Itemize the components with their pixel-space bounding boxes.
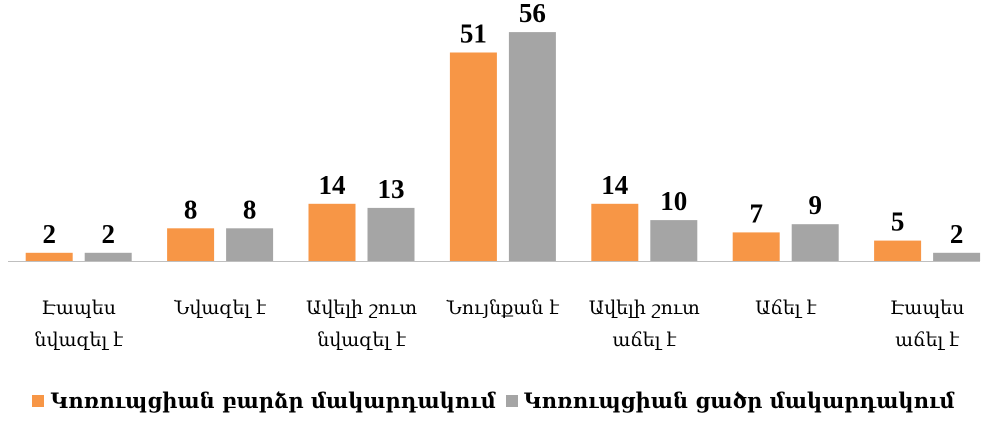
bars-group xyxy=(25,32,981,261)
category-label-5: Աճել է xyxy=(755,297,817,319)
bar-s0-c5 xyxy=(732,232,780,261)
value-label-s1-c0: 2 xyxy=(101,219,115,249)
category-label-1-line-0: Նվազել է xyxy=(173,297,266,319)
bar-s0-c4 xyxy=(591,203,639,261)
bar-s0-c2 xyxy=(308,203,356,261)
value-label-s1-c5: 9 xyxy=(808,190,822,220)
value-label-s0-c2: 14 xyxy=(319,170,346,200)
category-label-6: Էապես աճել է xyxy=(890,297,965,351)
category-label-3-line-0: Նույնքան է xyxy=(446,297,560,319)
category-label-4: Ավելի շուտ աճել է xyxy=(589,297,700,351)
category-label-6-line-1: աճել է xyxy=(895,329,959,351)
legend-item-high: Կոռուպցիան բարձր մակարդակում xyxy=(32,388,496,413)
category-label-5-line-0: Աճել է xyxy=(755,297,817,319)
value-label-s1-c3: 56 xyxy=(519,0,546,28)
bar-s1-c4 xyxy=(650,220,698,261)
category-label-2-line-1: նվազել է xyxy=(317,329,406,351)
legend-label-low: Կոռուպցիան ցածր մակարդակում xyxy=(523,388,955,413)
bar-s0-c0 xyxy=(25,252,73,261)
category-label-0-line-0: Էապես xyxy=(41,297,116,319)
category-label-4-line-0: Ավելի շուտ xyxy=(589,297,700,319)
value-label-s0-c5: 7 xyxy=(749,198,763,228)
bar-s0-c1 xyxy=(167,228,215,261)
value-label-s0-c3: 51 xyxy=(460,19,487,49)
value-label-s1-c2: 13 xyxy=(378,174,405,204)
bar-s1-c2 xyxy=(367,207,415,261)
value-label-s0-c6: 5 xyxy=(891,207,905,237)
value-label-s1-c4: 10 xyxy=(660,186,687,216)
legend-swatch-low xyxy=(505,394,518,407)
bar-chart: 2 2 8 8 14 13 51 56 14 10 7 9 5 2 Էապես նվազել է Նվազել… xyxy=(8,0,981,351)
value-label-s0-c0: 2 xyxy=(42,219,56,249)
bar-s1-c1 xyxy=(226,228,274,261)
bar-s0-c3 xyxy=(449,52,497,261)
value-label-s0-c1: 8 xyxy=(184,194,198,224)
category-labels-group: Էապես նվազել է Նվազել է Ավելի շուտ նվազել է Ն… xyxy=(34,297,964,351)
value-label-s1-c1: 8 xyxy=(243,194,257,224)
category-label-3: Նույնքան է xyxy=(446,297,560,319)
category-label-0-line-1: նվազել է xyxy=(34,329,123,351)
legend-label-high: Կոռուպցիան բարձր մակարդակում xyxy=(50,388,496,413)
legend-swatch-high xyxy=(32,394,45,407)
value-labels-group: 2 2 8 8 14 13 51 56 14 10 7 9 5 2 xyxy=(42,0,963,249)
category-label-2: Ավելի շուտ նվազել է xyxy=(306,297,417,351)
legend: Կոռուպցիան բարձր մակարդակում Կոռուպցիան … xyxy=(0,388,987,413)
category-label-2-line-0: Ավելի շուտ xyxy=(306,297,417,319)
value-label-s0-c4: 14 xyxy=(601,170,628,200)
category-label-0: Էապես նվազել է xyxy=(34,297,123,351)
category-label-6-line-0: Էապես xyxy=(890,297,965,319)
value-label-s1-c6: 2 xyxy=(950,219,964,249)
legend-item-low: Կոռուպցիան ցածր մակարդակում xyxy=(505,388,955,413)
category-label-4-line-1: աճել է xyxy=(612,329,676,351)
bar-s0-c6 xyxy=(874,240,922,261)
bar-s1-c6 xyxy=(933,252,981,261)
bar-s1-c0 xyxy=(84,252,132,261)
category-label-1: Նվազել է xyxy=(173,297,266,319)
bar-s1-c3 xyxy=(508,32,556,261)
bar-s1-c5 xyxy=(791,224,839,261)
